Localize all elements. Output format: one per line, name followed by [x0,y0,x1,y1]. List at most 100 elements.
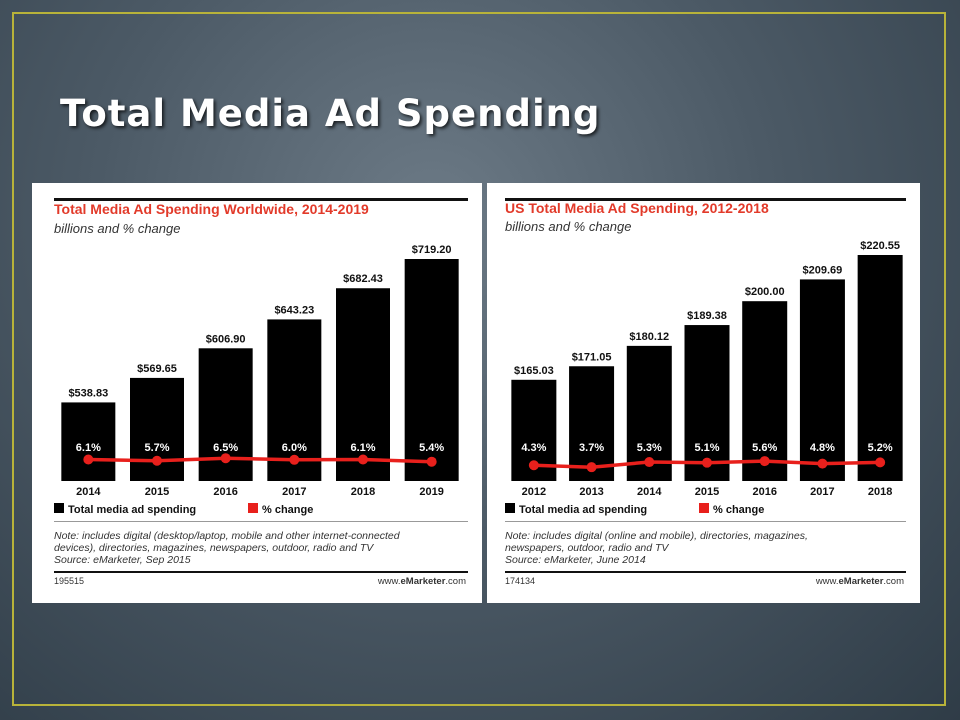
pct-change-label: 6.0% [282,442,307,454]
pct-change-point [528,460,539,471]
pct-change-label: 4.3% [521,442,546,454]
footer-site: www.eMarketer.com [377,576,466,587]
footer-site-suffix: .com [883,576,904,587]
pct-change-point [426,456,437,467]
chart-top-rule [505,198,906,201]
pct-change-point [358,454,368,465]
bar [267,319,322,481]
source-note-line: Note: includes digital (desktop/laptop, … [54,530,401,542]
x-tick-label: 2018 [868,486,892,498]
chart-bottom-rule [54,571,468,573]
pct-change-label: 5.7% [144,442,169,454]
chart-us: US Total Media Ad Spending, 2012-2018 bil… [505,198,906,587]
footer-site-brand: eMarketer [839,576,884,587]
bar [569,366,615,481]
pct-change-point [83,454,94,465]
x-tick-label: 2015 [145,486,169,498]
bar [799,279,845,481]
x-tick-label: 2013 [579,486,603,498]
pct-change-label: 5.6% [752,442,777,454]
pct-change-point [702,457,712,468]
chart-worldwide: Total Media Ad Spending Worldwide, 2014-… [54,198,468,587]
chart-panel-us: US Total Media Ad Spending, 2012-2018 bil… [487,183,920,603]
legend-label-bars: Total media ad spending [68,504,196,516]
chart-bottom-rule [505,571,906,573]
bar-value-label: $643.23 [274,304,314,316]
pct-change-line [88,456,432,464]
bar [684,325,730,481]
chart-subtitle: billions and % change [54,221,180,236]
legend-swatch-bars [54,503,64,513]
slide-title: Total Media Ad Spending [60,92,601,135]
pct-change-point [289,454,300,465]
chart-title: Total Media Ad Spending Worldwide, 2014-… [54,201,369,217]
x-tick-label: 2016 [752,486,776,498]
legend-label-pct: % change [713,504,764,516]
bar-value-label: $180.12 [629,331,669,343]
note-divider [505,521,906,522]
pct-change-point [644,457,655,468]
bar [336,288,390,481]
legend-swatch-pct [699,503,709,513]
pct-change-label: 5.1% [694,442,719,454]
x-tick-label: 2017 [810,486,834,498]
slide-border [12,12,946,706]
x-tick-label: 2019 [419,486,443,498]
bar-value-label: $165.03 [514,365,554,377]
legend-swatch-pct [248,503,258,513]
bar [404,259,459,481]
footer-id: 174134 [505,576,535,586]
bar-value-label: $189.38 [687,310,727,322]
source-note-line: Note: includes digital (online and mobil… [505,530,808,542]
bar [857,255,903,481]
footer-site-suffix: .com [445,576,466,587]
pct-change-point [152,455,162,466]
source-note-line: Source: eMarketer, Sep 2015 [54,554,191,566]
x-tick-label: 2012 [522,486,546,498]
footer-site-prefix: www. [815,576,839,587]
x-tick-label: 2017 [282,486,306,498]
chart-top-rule [54,198,468,201]
bar-value-label: $538.83 [68,387,108,399]
pct-change-point [875,457,886,468]
legend-swatch-bars [505,503,515,513]
bar [61,402,116,481]
pct-change-label: 6.5% [213,442,238,454]
pct-change-label: 5.4% [419,442,444,454]
bar-value-label: $171.05 [572,351,612,363]
pct-change-point [586,462,597,473]
legend-label-pct: % change [262,504,313,516]
pct-change-point [817,458,828,469]
bar-value-label: $719.20 [412,244,452,256]
footer-id: 195515 [54,576,84,586]
chart-panel-worldwide: Total Media Ad Spending Worldwide, 2014-… [32,183,482,603]
source-note-line: Source: eMarketer, June 2014 [505,554,646,566]
x-tick-label: 2014 [637,486,662,498]
bar-value-label: $606.90 [206,333,246,345]
source-note-line: newspapers, outdoor, radio and TV [505,542,669,554]
pct-change-label: 6.1% [76,442,101,454]
bar-value-label: $200.00 [745,286,785,298]
pct-change-label: 6.1% [350,442,375,454]
footer-site: www.eMarketer.com [815,576,904,587]
footer-site-prefix: www. [377,576,401,587]
bar-value-label: $569.65 [137,363,177,375]
x-tick-label: 2014 [76,486,101,498]
bar-value-label: $209.69 [803,264,843,276]
pct-change-point [220,453,231,464]
x-tick-label: 2018 [351,486,375,498]
chart-subtitle: billions and % change [505,219,631,234]
bar [742,301,788,481]
x-tick-label: 2016 [213,486,237,498]
bar-value-label: $220.55 [860,240,900,252]
source-note-line: devices), directories, magazines, newspa… [54,542,374,554]
x-tick-label: 2015 [695,486,719,498]
note-divider [54,521,468,522]
pct-change-label: 4.8% [810,442,835,454]
bar-value-label: $682.43 [343,273,383,285]
pct-change-label: 3.7% [579,442,604,454]
legend-label-bars: Total media ad spending [519,504,647,516]
footer-site-brand: eMarketer [401,576,446,587]
chart-title: US Total Media Ad Spending, 2012-2018 [505,200,769,216]
pct-change-label: 5.2% [868,442,893,454]
